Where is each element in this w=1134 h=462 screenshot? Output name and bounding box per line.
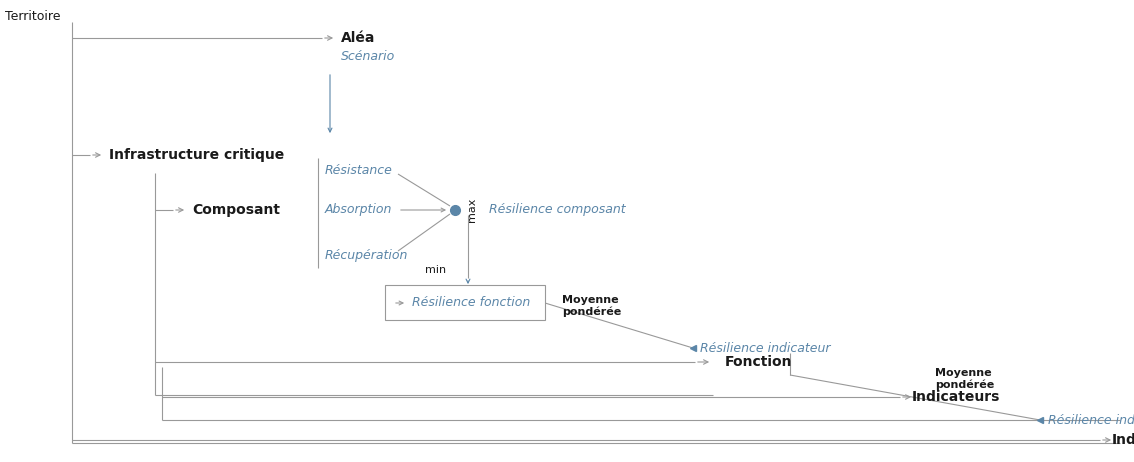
Text: Résilience fonction: Résilience fonction	[412, 297, 531, 310]
Text: Résilience index: Résilience index	[1048, 413, 1134, 426]
Text: Moyenne
pondérée: Moyenne pondérée	[562, 295, 621, 317]
Text: Résistance: Résistance	[325, 164, 392, 176]
Text: Absorption: Absorption	[325, 203, 392, 217]
Text: Index: Index	[1112, 433, 1134, 447]
Text: Aléa: Aléa	[341, 31, 375, 45]
Text: Territoire: Territoire	[5, 10, 60, 23]
Text: Résilience indicateur: Résilience indicateur	[700, 341, 830, 354]
FancyBboxPatch shape	[386, 285, 545, 320]
Text: Indicateurs: Indicateurs	[912, 390, 1000, 404]
Text: max: max	[467, 198, 477, 222]
Text: Résilience composant: Résilience composant	[489, 203, 626, 217]
Text: Fonction: Fonction	[725, 355, 793, 369]
Text: Récupération: Récupération	[325, 249, 408, 261]
Text: Moyenne
pondérée: Moyenne pondérée	[936, 368, 995, 390]
Text: Composant: Composant	[192, 203, 280, 217]
Text: Infrastructure critique: Infrastructure critique	[109, 148, 285, 162]
Text: min: min	[425, 265, 446, 275]
Text: Scénario: Scénario	[341, 49, 396, 62]
